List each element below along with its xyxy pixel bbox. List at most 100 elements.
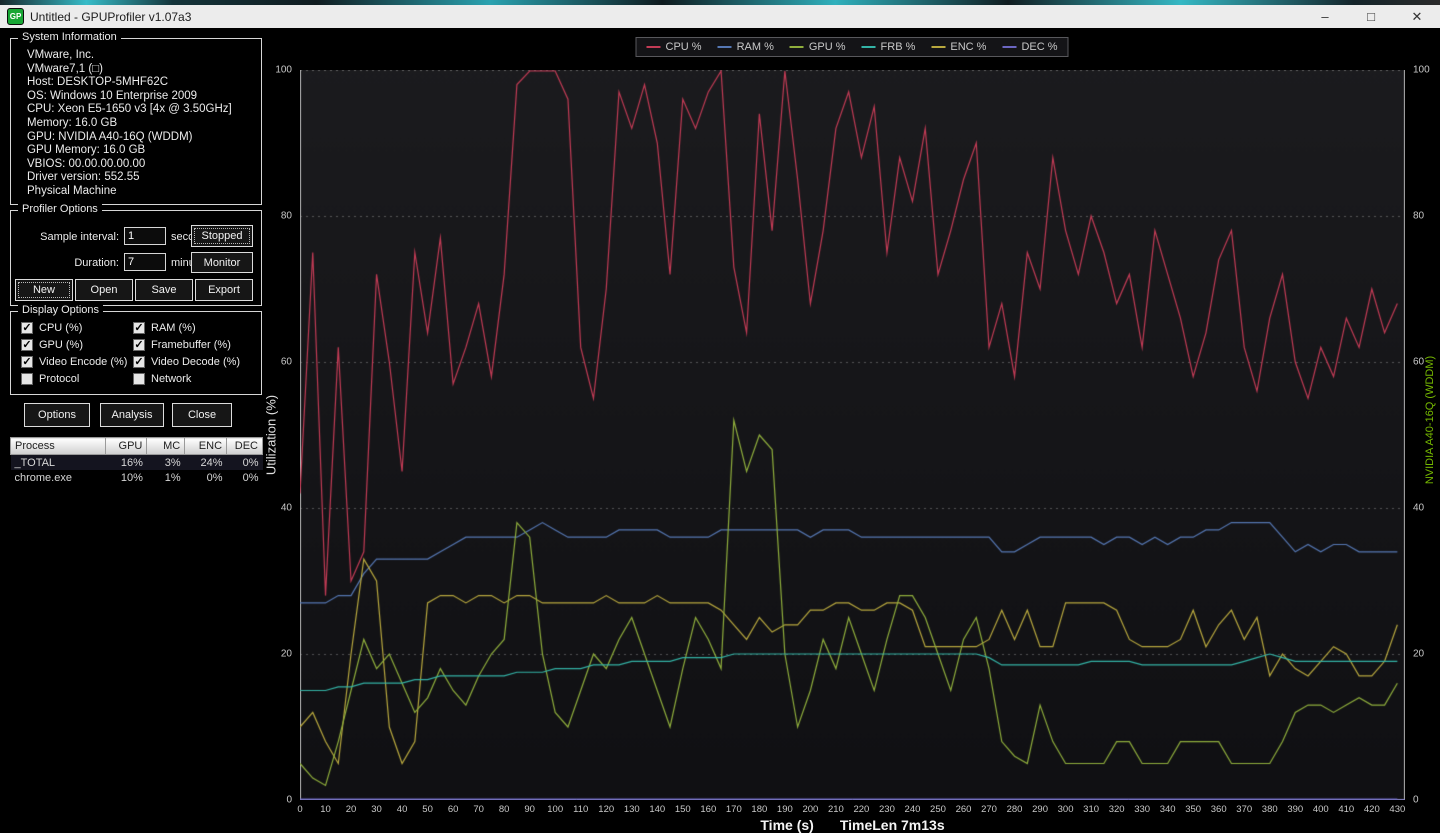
x-tick-label: 330	[1134, 804, 1151, 815]
x-tick-label: 260	[955, 804, 972, 815]
col-process[interactable]: Process	[10, 437, 106, 455]
y-tick-label: 80	[280, 210, 292, 222]
x-tick-label: 240	[904, 804, 921, 815]
checkbox-protocol[interactable]: Protocol	[21, 373, 79, 385]
x-tick-label: 110	[573, 804, 589, 815]
open-button[interactable]: Open	[75, 279, 133, 301]
profiler-options-title: Profiler Options	[18, 203, 102, 215]
utilization-chart	[300, 70, 1405, 800]
x-tick-label: 90	[524, 804, 535, 815]
checkbox-icon[interactable]	[21, 339, 33, 351]
legend-swatch-icon	[931, 46, 946, 48]
x-tick-label: 50	[422, 804, 433, 815]
x-tick-label: 220	[853, 804, 870, 815]
sysinfo-line: OS: Windows 10 Enterprise 2009	[27, 89, 198, 102]
new-button[interactable]: New	[15, 279, 73, 301]
x-tick-label: 70	[473, 804, 484, 815]
save-button[interactable]: Save	[135, 279, 193, 301]
x-tick-label: 280	[1006, 804, 1023, 815]
checkbox-icon[interactable]	[21, 322, 33, 334]
legend-swatch-icon	[789, 46, 804, 48]
x-tick-label: 130	[623, 804, 640, 815]
sysinfo-line: VMware, Inc.	[27, 49, 95, 61]
checkbox-network[interactable]: Network	[133, 373, 191, 385]
y-axis-label-right: NVIDIA A40-16Q (WDDM)	[1424, 355, 1436, 485]
col-gpu[interactable]: GPU	[105, 437, 148, 455]
y-axis-label-left: Utilization (%)	[263, 394, 279, 476]
y-tick-label: 60	[1413, 356, 1425, 368]
checkbox-icon[interactable]	[133, 322, 145, 334]
x-tick-label: 300	[1057, 804, 1074, 815]
checkbox-icon[interactable]	[21, 373, 33, 385]
chart-legend: CPU % RAM % GPU % FRB % ENC % DEC %	[635, 37, 1069, 57]
app-icon: GP	[7, 8, 24, 25]
y-tick-label: 0	[286, 794, 292, 806]
legend-item: GPU %	[789, 41, 846, 53]
x-tick-label: 190	[776, 804, 793, 815]
x-tick-label: 380	[1261, 804, 1278, 815]
system-information-title: System Information	[18, 31, 121, 43]
x-tick-label: 210	[827, 804, 844, 815]
x-tick-label: 160	[700, 804, 717, 815]
legend-item: RAM %	[717, 41, 774, 53]
analysis-button[interactable]: Analysis	[100, 403, 164, 427]
duration-label: Duration:	[74, 257, 119, 269]
table-row[interactable]: chrome.exe 10% 1% 0% 0%	[14, 471, 259, 484]
y-tick-label: 80	[1413, 210, 1425, 222]
window-title: Untitled - GPUProfiler v1.07a3	[30, 9, 192, 24]
maximize-icon[interactable]: □	[1367, 9, 1375, 24]
checkbox-icon[interactable]	[133, 339, 145, 351]
table-row[interactable]: _TOTAL 16% 3% 24% 0%	[10, 454, 263, 470]
minimize-icon[interactable]: –	[1321, 9, 1329, 24]
export-button[interactable]: Export	[195, 279, 253, 301]
sysinfo-line: GPU: NVIDIA A40-16Q (WDDM)	[27, 130, 193, 143]
process-table: Process GPU MC ENC DEC _TOTAL 16% 3% 24%…	[10, 437, 263, 485]
checkbox-icon[interactable]	[21, 356, 33, 368]
col-mc[interactable]: MC	[146, 437, 186, 455]
display-options-panel: Display Options CPU (%) RAM (%) GPU (%) …	[10, 304, 262, 395]
x-tick-label: 10	[320, 804, 331, 815]
legend-swatch-icon	[717, 46, 732, 48]
x-tick-label: 140	[649, 804, 666, 815]
legend-swatch-icon	[1002, 46, 1017, 48]
y-tick-label: 60	[280, 356, 292, 368]
x-tick-label: 230	[879, 804, 895, 815]
profiler-options-panel: Profiler Options Sample interval: second…	[10, 203, 262, 306]
checkbox-gpu[interactable]: GPU (%)	[21, 339, 83, 351]
y-tick-label: 100	[275, 64, 292, 76]
y-tick-label: 20	[1413, 648, 1425, 660]
x-tick-label: 250	[930, 804, 946, 815]
y-tick-label: 20	[280, 648, 292, 660]
checkbox-ram[interactable]: RAM (%)	[133, 322, 196, 334]
checkbox-video-decode[interactable]: Video Decode (%)	[133, 356, 240, 368]
checkbox-icon[interactable]	[133, 373, 145, 385]
x-tick-label: 200	[802, 804, 819, 815]
x-tick-label: 60	[447, 804, 459, 815]
stopped-button[interactable]: Stopped	[191, 225, 253, 247]
monitor-button[interactable]: Monitor	[191, 252, 253, 273]
checkbox-cpu[interactable]: CPU (%)	[21, 322, 82, 334]
x-tick-label: 290	[1032, 804, 1048, 815]
options-button[interactable]: Options	[24, 403, 90, 427]
close-button[interactable]: Close	[172, 403, 232, 427]
x-tick-label: 390	[1287, 804, 1304, 815]
x-tick-label: 120	[598, 804, 615, 815]
checkbox-video-encode[interactable]: Video Encode (%)	[21, 356, 127, 368]
x-tick-label: 150	[674, 804, 691, 815]
sample-interval-field[interactable]	[124, 227, 166, 245]
checkbox-framebuffer[interactable]: Framebuffer (%)	[133, 339, 231, 351]
x-tick-label: 410	[1338, 804, 1355, 815]
sysinfo-line: Driver version: 552.55	[27, 171, 140, 184]
x-tick-label: 100	[547, 804, 564, 815]
x-tick-label: 20	[345, 804, 357, 815]
checkbox-icon[interactable]	[133, 356, 145, 368]
col-enc[interactable]: ENC	[184, 437, 228, 455]
x-tick-label: 180	[751, 804, 768, 815]
background-window-sliver	[0, 0, 1440, 5]
duration-field[interactable]	[124, 253, 166, 271]
sysinfo-line: VBIOS: 00.00.00.00.00	[27, 157, 146, 170]
legend-item: CPU %	[646, 41, 702, 53]
legend-item: DEC %	[1002, 41, 1058, 53]
col-dec[interactable]: DEC	[226, 437, 263, 455]
close-icon[interactable]: ✕	[1411, 8, 1423, 24]
